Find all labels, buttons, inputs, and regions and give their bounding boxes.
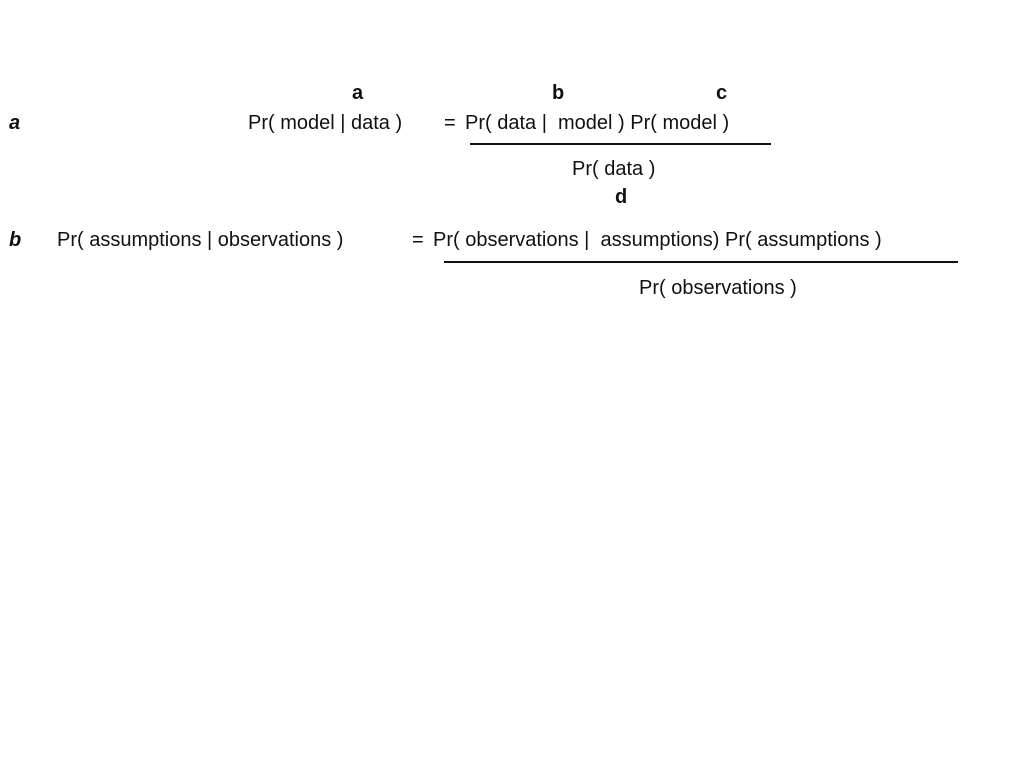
- row-label-a: a: [9, 112, 21, 134]
- equation-a-lhs: Pr( model | data ): [248, 112, 403, 134]
- marker-a: a: [352, 82, 364, 104]
- equation-b-fraction-bar: [444, 261, 958, 263]
- equation-a-fraction-bar: [470, 143, 771, 145]
- marker-c: c: [716, 82, 728, 104]
- equation-a-numerator: Pr( data | model ) Pr( model ): [465, 112, 730, 134]
- equation-a-denominator: Pr( data ): [572, 158, 656, 180]
- equation-b-equals: =: [412, 229, 424, 251]
- equation-b-denominator: Pr( observations ): [639, 277, 797, 299]
- equation-a-equals: =: [444, 112, 456, 134]
- marker-b: b: [552, 82, 565, 104]
- row-label-b: b: [9, 229, 22, 251]
- equation-b-numerator: Pr( observations | assumptions) Pr( assu…: [433, 229, 882, 251]
- equation-b-lhs: Pr( assumptions | observations ): [57, 229, 344, 251]
- marker-d: d: [615, 186, 628, 208]
